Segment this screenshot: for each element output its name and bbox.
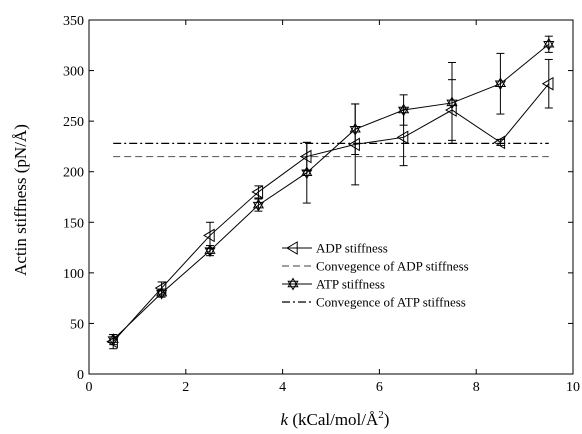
data-point-down (397, 106, 410, 117)
legend-item-0: ADP stiffness (282, 241, 388, 256)
data-point-down (252, 201, 265, 212)
data-point-up (204, 244, 216, 254)
data-point (154, 281, 167, 295)
data-point (107, 333, 119, 347)
y-tick-label: 50 (70, 317, 84, 332)
data-point (251, 185, 264, 199)
legend-label: Convegence of ATP stiffness (316, 295, 466, 310)
data-point (396, 130, 409, 145)
data-point-up (349, 122, 361, 133)
x-tick-label: 2 (182, 380, 189, 395)
data-point-down (543, 41, 555, 51)
legend-marker-up (287, 277, 299, 288)
x-axis-label-units: (kCal/mol/Å (288, 410, 379, 429)
legend: ADP stiffness Convegence of ADP stiffness… (282, 241, 469, 310)
y-tick-label: 250 (63, 115, 84, 130)
data-point-up (301, 166, 313, 176)
x-axis-label-close: ) (384, 410, 390, 429)
legend-item-1: Convegence of ADP stiffness (282, 259, 469, 274)
data-point (348, 137, 360, 152)
data-point (299, 149, 312, 164)
data-point-down (349, 125, 361, 136)
data-point-down (494, 80, 507, 91)
y-tick-label: 0 (77, 368, 84, 383)
x-tick-label: 10 (566, 380, 580, 395)
x-axis-label-sup: 2 (378, 409, 384, 421)
legend-label: Convegence of ADP stiffness (316, 259, 469, 274)
legend-item-3: Convegence of ATP stiffness (282, 295, 466, 310)
data-point (493, 135, 506, 150)
series (106, 35, 555, 350)
legend-marker-down (287, 280, 299, 291)
x-tick-label: 6 (376, 380, 383, 395)
data-point (252, 198, 265, 212)
data-point-up (107, 333, 119, 343)
data-point-down (107, 336, 119, 347)
x-axis-label-var: k (281, 410, 289, 429)
data-point-up (252, 198, 265, 209)
legend-label: ATP stiffness (316, 277, 385, 292)
legend-marker (287, 277, 299, 291)
data-point (494, 77, 507, 91)
plot-frame (88, 19, 574, 375)
data-point-up (543, 37, 555, 48)
legend-label: ADP stiffness (316, 241, 388, 256)
data-point-up (397, 103, 410, 114)
data-point (301, 166, 313, 180)
data-point-up (494, 77, 507, 87)
y-axis-label: Actin stiffness (pN/Å) (11, 124, 30, 276)
y-tick-label: 350 (63, 14, 84, 29)
reference-lines (113, 142, 549, 158)
plot-area (88, 19, 574, 375)
y-tick-label: 300 (63, 65, 84, 80)
x-axis-label: k (kCal/mol/Å2) (281, 409, 390, 429)
x-tick-label: 0 (86, 380, 93, 395)
data-point (543, 37, 555, 51)
data-point (446, 96, 458, 110)
data-point (541, 76, 554, 91)
data-point-down (301, 169, 313, 180)
series-line-1 (112, 43, 550, 340)
data-point (397, 103, 410, 117)
x-tick-label: 8 (473, 380, 480, 395)
data-point-up (446, 96, 458, 107)
y-tick-label: 200 (63, 166, 84, 181)
data-point-down (155, 289, 168, 300)
series-1 (107, 35, 555, 347)
data-point (155, 286, 168, 300)
y-tick-label: 100 (63, 267, 84, 282)
x-tick-label: 4 (279, 380, 286, 395)
data-point (204, 244, 216, 258)
data-point (203, 228, 215, 243)
legend-marker (286, 241, 298, 255)
y-tick-label: 150 (63, 216, 84, 231)
legend-item-2: ATP stiffness (282, 277, 385, 292)
data-point-down (446, 99, 458, 110)
data-point (349, 122, 361, 136)
data-point-up (155, 286, 168, 297)
data-point-down (204, 247, 216, 258)
